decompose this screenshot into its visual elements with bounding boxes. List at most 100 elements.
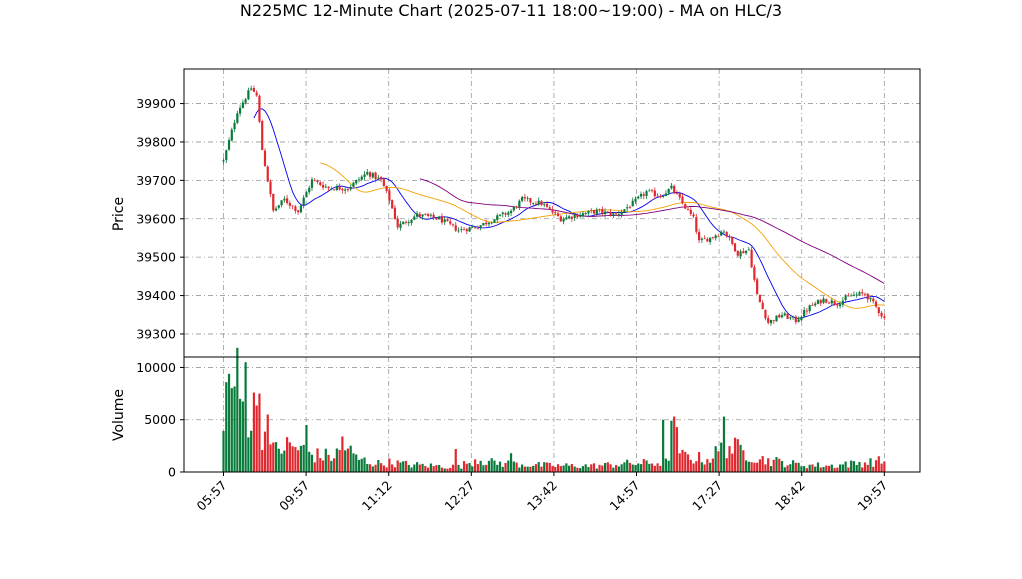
candle-body bbox=[609, 212, 612, 216]
volume-bar bbox=[686, 454, 690, 472]
candle-body bbox=[794, 316, 797, 323]
candle-body bbox=[288, 202, 291, 206]
candle-body bbox=[681, 196, 684, 204]
volume-bar bbox=[772, 459, 775, 472]
candle-body bbox=[252, 88, 256, 92]
candle-body bbox=[692, 214, 695, 217]
volume-bar bbox=[429, 463, 432, 472]
candle-body bbox=[648, 190, 651, 192]
price-candles bbox=[222, 85, 886, 326]
candle-body bbox=[272, 193, 275, 211]
time-x-axis: 05:57 09:57 11:12 12:27 13:42 14:57 17:27 18:42… bbox=[194, 472, 890, 514]
volume-bar bbox=[744, 460, 748, 472]
candle-body bbox=[615, 213, 618, 215]
candle-body bbox=[744, 250, 748, 254]
volume-bar bbox=[440, 467, 444, 472]
volume-bar bbox=[244, 362, 247, 472]
time-tick-label: 17:27 bbox=[689, 478, 725, 514]
time-tick-label: 18:42 bbox=[772, 478, 808, 514]
volume-bar bbox=[518, 467, 521, 472]
candle-body bbox=[421, 214, 424, 217]
volume-bar bbox=[706, 459, 709, 472]
volume-bar bbox=[250, 430, 253, 472]
ma-long-line bbox=[419, 178, 885, 284]
candle-body bbox=[518, 200, 521, 208]
candle-body bbox=[238, 107, 242, 114]
volume-bar bbox=[670, 420, 673, 472]
candle-body bbox=[504, 213, 507, 215]
candle-body bbox=[717, 235, 720, 237]
time-tick-label: 14:57 bbox=[607, 478, 643, 514]
volume-bar bbox=[673, 416, 676, 472]
candle-body bbox=[764, 309, 767, 319]
volume-bar bbox=[554, 467, 557, 472]
candle-body bbox=[847, 295, 850, 297]
candle-body bbox=[280, 200, 283, 206]
candle-body bbox=[592, 210, 596, 214]
volume-bar bbox=[841, 464, 844, 472]
volume-bar bbox=[266, 414, 269, 472]
candle-body bbox=[545, 203, 549, 207]
candle-body bbox=[551, 209, 554, 213]
volume-bar bbox=[592, 463, 596, 472]
volume-bar bbox=[720, 442, 723, 472]
candle-body bbox=[836, 303, 839, 306]
price-tick-label: 39400 bbox=[136, 288, 176, 303]
volume-bar bbox=[291, 446, 294, 472]
volume-bar bbox=[344, 450, 347, 472]
volume-bar bbox=[327, 454, 330, 472]
volume-bar bbox=[435, 465, 438, 472]
volume-bar bbox=[595, 468, 598, 472]
volume-bar bbox=[277, 448, 280, 472]
volume-bar bbox=[462, 461, 466, 472]
candle-body bbox=[797, 319, 800, 322]
candle-body bbox=[620, 211, 623, 215]
candle-body bbox=[344, 189, 347, 191]
volume-bar bbox=[736, 439, 739, 472]
candle-body bbox=[407, 222, 410, 224]
volume-bar bbox=[479, 460, 482, 472]
candle-body bbox=[803, 310, 806, 317]
candle-body bbox=[637, 196, 640, 199]
candle-body bbox=[603, 211, 607, 215]
candle-body bbox=[427, 214, 430, 216]
candle-body bbox=[587, 210, 590, 214]
candle-body bbox=[291, 205, 294, 207]
candle-body bbox=[515, 206, 518, 208]
candle-body bbox=[385, 185, 388, 191]
price-y-axis: 39300 39400 39500 39600 39700 39800 39900 bbox=[136, 96, 184, 341]
candle-body bbox=[349, 186, 352, 190]
candle-body bbox=[753, 266, 756, 280]
volume-bar bbox=[487, 460, 491, 472]
volume-bar bbox=[534, 464, 538, 472]
volume-bar bbox=[308, 451, 311, 472]
volume-bar bbox=[838, 464, 842, 472]
volume-bar bbox=[324, 448, 327, 472]
volume-bar bbox=[526, 466, 529, 472]
candle-body bbox=[772, 320, 775, 322]
time-tick-label: 19:57 bbox=[854, 478, 890, 514]
candle-body bbox=[305, 192, 308, 198]
candle-body bbox=[363, 174, 366, 177]
candle-body bbox=[866, 293, 869, 300]
volume-bar bbox=[222, 430, 225, 472]
volume-bar bbox=[388, 458, 391, 472]
volume-bar bbox=[424, 465, 427, 472]
candle-body bbox=[883, 316, 886, 318]
candle-body bbox=[446, 219, 449, 222]
price-axis-label: Price bbox=[111, 197, 127, 231]
volume-bar bbox=[545, 462, 549, 472]
volume-bar bbox=[769, 466, 773, 472]
volume-bar bbox=[827, 465, 831, 472]
candle-body bbox=[415, 213, 419, 217]
candle-body bbox=[462, 229, 466, 231]
candle-body bbox=[811, 304, 814, 306]
volume-bar bbox=[521, 464, 524, 472]
volume-bar bbox=[330, 460, 333, 472]
volume-bar bbox=[852, 461, 856, 472]
volume-bar bbox=[631, 464, 634, 472]
volume-bar bbox=[255, 405, 258, 472]
candle-body bbox=[700, 238, 703, 240]
candle-body bbox=[742, 251, 745, 254]
